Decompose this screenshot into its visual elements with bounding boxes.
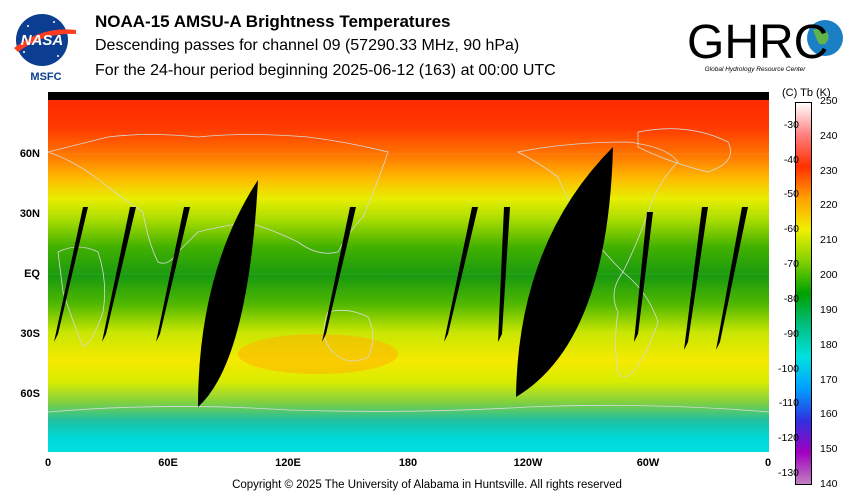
direction-arrow [408,92,432,100]
lon-label-0-left: 0 [44,457,52,469]
greenland-coast [637,128,731,173]
large-swath-gap-indian [198,180,258,407]
page-subtitle: Descending passes for channel 09 (57290.… [95,37,520,54]
colorbar-kelvin-tick: 150 [820,443,838,456]
colorbar [795,102,812,485]
lon-label-0-right: 0 [764,457,772,469]
lat-label-30s: 30S [20,328,40,340]
lat-label-30n: 30N [19,208,40,220]
nasa-logo: NASA MSFC [14,14,76,83]
ghrc-logo: GHRC Global Hydrology Resource Center [687,16,843,73]
top-nodata-strip [48,92,769,100]
copyright-footer: Copyright © 2025 The University of Alaba… [232,479,622,491]
colorbar-celsius-tick: -130 [777,467,799,480]
colorbar-kelvin-tick: 160 [820,408,838,421]
lat-label-60s: 60S [20,388,40,400]
colorbar-celsius-tick: -80 [783,292,799,305]
ghrc-caption: Global Hydrology Resource Center [705,66,807,73]
page-title: NOAA-15 AMSU-A Brightness Temperatures [95,12,451,31]
colorbar-celsius-tick: -30 [783,118,799,131]
colorbar-kelvin-tick: 230 [820,164,838,177]
colorbar-celsius-tick: -120 [777,432,799,445]
colorbar-celsius-tick: -40 [783,153,799,166]
lat-label-eq: EQ [24,268,40,280]
lon-label-180: 180 [398,457,418,469]
colorbar-kelvin-tick: 240 [820,129,838,142]
lon-label-60w: 60W [636,457,660,469]
large-swath-gap-pacific [516,147,613,397]
colorbar-kelvin-tick: 250 [820,95,838,107]
north-america-coast [516,141,679,273]
lat-label-60n: 60N [19,148,40,160]
colorbar-kelvin-tick: 140 [820,478,838,490]
colorbar-celsius-tick: -50 [783,188,799,201]
colorbar-kelvin-tick: 190 [820,303,838,316]
colorbar-kelvin-tick: 200 [820,269,838,282]
brightness-map [48,92,769,452]
colorbar-kelvin-tick: 180 [820,338,838,351]
colorbar-celsius-tick: -110 [778,397,799,410]
colorbar-kelvin-tick: 220 [820,199,838,212]
lon-label-60e: 60E [158,457,178,469]
australia-coast [323,309,374,362]
coastlines [48,128,769,413]
colorbar-celsius-tick: -90 [783,327,799,340]
antarctica-coast [48,404,769,413]
temperature-field [48,100,769,452]
period-line: For the 24-hour period beginning 2025-06… [95,62,556,79]
lon-label-120e: 120E [275,457,301,469]
colorbar-celsius-tick: -100 [777,362,799,375]
colorbar-header: (C) Tb (K) [782,87,831,99]
msfc-caption: MSFC [30,71,61,83]
lon-label-120w: 120W [513,457,543,469]
swath-gaps [54,147,748,407]
colorbar-celsius-tick: -60 [783,223,799,236]
nasa-logo-text: NASA [21,32,64,49]
ghrc-logo-text: GHRC [687,16,828,69]
south-america-coast [613,271,659,378]
colorbar-kelvin-tick: 210 [820,234,838,247]
africa-coast [57,246,106,348]
eurasia-coast [48,134,389,264]
warm-region [238,334,398,374]
colorbar-celsius-tick: -70 [783,258,799,271]
colorbar-kelvin-tick: 170 [820,373,838,386]
